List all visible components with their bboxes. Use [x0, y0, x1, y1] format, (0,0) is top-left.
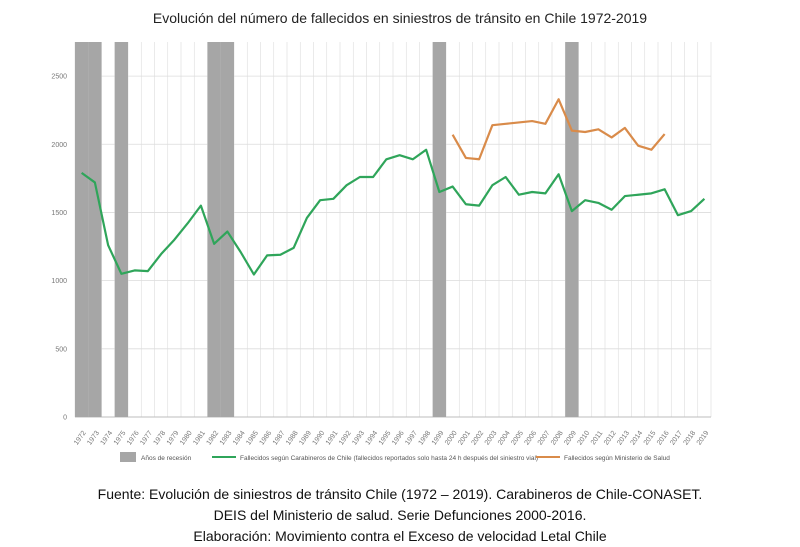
x-tick-label: 1976: [126, 430, 141, 447]
x-tick-label: 2007: [537, 430, 552, 447]
x-tick-label: 2016: [656, 430, 671, 447]
recession-bands: [75, 42, 579, 417]
x-tick-label: 2009: [563, 430, 578, 447]
gridlines: [74, 42, 712, 418]
legend-label-minsal: Fallecidos según Ministerio de Salud: [564, 455, 670, 462]
x-tick-label: 2002: [471, 430, 486, 447]
series-line-1: [451, 98, 666, 161]
x-tick-label: 1981: [192, 430, 207, 447]
recession-band-2009: [565, 42, 579, 417]
x-tick-label: 1977: [139, 430, 154, 447]
x-tick-label: 2003: [484, 430, 499, 447]
x-tick-label: 1990: [312, 430, 327, 447]
x-tick-label: 1978: [153, 430, 168, 447]
x-tick-label: 1980: [179, 430, 194, 447]
x-tick-label: 1991: [325, 430, 340, 447]
x-tick-label: 1986: [259, 430, 274, 447]
x-tick-label: 2014: [630, 430, 645, 447]
x-tick-label: 1998: [418, 430, 433, 447]
x-tick-label: 1975: [113, 430, 128, 447]
y-tick-label: 2000: [51, 142, 67, 149]
x-tick-label: 2008: [550, 430, 565, 447]
x-tick-label: 1973: [86, 430, 101, 447]
x-tick-label: 1985: [245, 430, 260, 447]
x-tick-label: 2006: [524, 430, 539, 447]
x-tick-label: 1992: [338, 430, 353, 447]
recession-band-1999: [432, 42, 446, 417]
recession-band-1975: [114, 42, 128, 417]
source-notes: Fuente: Evolución de siniestros de tráns…: [0, 484, 800, 547]
x-tick-label: 2005: [510, 430, 525, 447]
x-tick-label: 1993: [351, 430, 366, 447]
x-tick-label: 1989: [298, 430, 313, 447]
x-tick-label: 2017: [669, 430, 684, 447]
chart-title: Evolución del número de fallecidos en si…: [152, 10, 648, 26]
x-tick-label: 2015: [643, 430, 658, 447]
x-tick-label: 1999: [431, 430, 446, 447]
y-tick-label: 1500: [51, 210, 67, 217]
x-tick-label: 1996: [391, 430, 406, 447]
source-line-3: Elaboración: Movimiento contra el Exceso…: [193, 528, 607, 544]
recession-band-1983: [220, 42, 234, 417]
source-line-1: Fuente: Evolución de siniestros de tráns…: [97, 486, 703, 502]
x-tick-label: 2004: [497, 430, 512, 447]
y-tick-label: 2500: [51, 74, 67, 81]
y-tick-label: 0: [63, 415, 67, 422]
x-tick-label: 2000: [444, 430, 459, 447]
series-line-0: [80, 148, 706, 276]
x-tick-label: 1995: [378, 430, 393, 447]
recession-band-1972: [75, 42, 89, 417]
x-tick-label: 2013: [616, 430, 631, 447]
x-tick-label: 2019: [696, 430, 711, 447]
x-tick-label: 1997: [404, 430, 419, 447]
x-tick-label: 1974: [100, 430, 115, 447]
x-tick-label: 1984: [232, 430, 247, 447]
x-tick-label: 1988: [285, 430, 300, 447]
x-tick-label: 1972: [73, 430, 88, 447]
x-tick-label: 1982: [206, 430, 221, 447]
y-axis-ticks: 0 500 1000 1500 2000 2500: [51, 74, 67, 422]
x-tick-label: 1994: [365, 430, 380, 447]
recession-band-1982: [207, 42, 221, 417]
x-tick-label: 1987: [272, 430, 287, 447]
recession-band-1973: [88, 42, 102, 417]
x-tick-label: 2011: [590, 430, 604, 446]
x-tick-label: 2012: [603, 430, 618, 447]
x-tick-label: 2001: [457, 430, 472, 447]
source-line-2: DEIS del Ministerio de salud. Serie Defu…: [213, 507, 587, 523]
legend-swatch-recession: [120, 452, 136, 462]
legend-label-carabineros: Fallecidos según Carabineros de Chile (f…: [240, 455, 538, 462]
y-tick-label: 1000: [51, 278, 67, 285]
x-tick-label: 1979: [166, 430, 181, 447]
x-tick-label: 2010: [577, 430, 592, 447]
x-tick-label: 2018: [683, 430, 698, 447]
legend-label-recession: Años de recesión: [141, 455, 192, 462]
legend: Años de recesión Fallecidos según Carabi…: [120, 452, 670, 462]
y-tick-label: 500: [55, 346, 67, 353]
series-lines: [80, 98, 706, 276]
x-axis-ticks: 1972197319741975197619771978197919801981…: [73, 430, 710, 447]
x-tick-label: 1983: [219, 430, 234, 447]
